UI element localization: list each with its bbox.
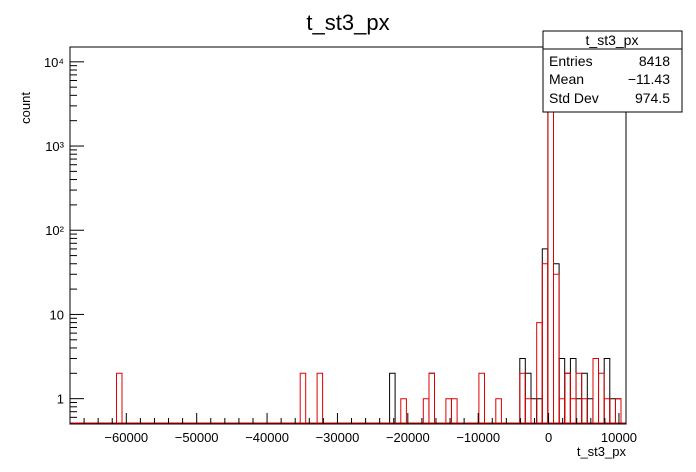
- stats-stddev-value: 974.5: [635, 90, 670, 106]
- histogram-bin: [519, 358, 526, 424]
- histogram-bin: [615, 398, 622, 424]
- histogram-bin: [428, 372, 435, 424]
- y-tick-label: 10²: [45, 223, 64, 238]
- x-tick-label: 10000: [601, 430, 637, 445]
- histogram-bin: [536, 398, 543, 424]
- stats-stddev-label: Std Dev: [549, 90, 599, 106]
- y-tick-label: 1: [57, 392, 64, 407]
- x-tick-label: 0: [545, 430, 552, 445]
- x-tick-label: −60000: [104, 430, 148, 445]
- histogram-bin: [564, 372, 571, 424]
- histogram-bin: [603, 398, 611, 424]
- histogram-bin: [541, 263, 549, 424]
- x-tick-label: −20000: [386, 430, 430, 445]
- histogram-bin: [586, 398, 594, 424]
- axes: −60000 −50000 −40000 −30000 −20000 −10000 0 100…: [44, 55, 637, 445]
- y-tick-label: 10⁴: [44, 55, 64, 70]
- histogram-bin: [541, 248, 549, 424]
- histogram-bin: [609, 398, 616, 424]
- stats-entries-label: Entries: [549, 53, 593, 69]
- histogram-bin: [553, 263, 560, 424]
- y-tick-label: 10: [50, 307, 64, 322]
- histogram-bin: [558, 358, 566, 424]
- histogram-bin: [519, 372, 526, 424]
- y-axis-label: count: [18, 92, 33, 124]
- histogram-bin: [530, 398, 538, 424]
- histogram-bin: [564, 372, 571, 424]
- stats-box: t_st3_px Entries 8418 Mean −11.43 Std De…: [542, 30, 683, 113]
- histogram-bin: [478, 372, 485, 424]
- histogram-bin: [547, 71, 554, 424]
- histogram-bin: [603, 358, 611, 424]
- histogram-bin: [598, 372, 605, 424]
- histogram-bin: [445, 398, 452, 424]
- histogram-bin: [536, 322, 543, 424]
- stats-mean-label: Mean: [549, 71, 584, 87]
- histogram-bin: [558, 398, 566, 424]
- x-tick-label: −30000: [316, 430, 360, 445]
- histogram-bin: [400, 398, 407, 424]
- series-group: [70, 69, 626, 424]
- histogram-bin: [316, 372, 324, 424]
- histogram-bin: [495, 398, 502, 424]
- x-tick-label: −50000: [175, 430, 219, 445]
- stats-box-frame: [542, 30, 683, 113]
- histogram-bin: [116, 372, 123, 424]
- x-tick-label: −40000: [245, 430, 289, 445]
- histogram-bin: [524, 398, 532, 424]
- chart-title: t_st3_px: [306, 10, 389, 35]
- histogram-bin: [299, 372, 307, 424]
- histogram-bin: [422, 398, 430, 424]
- histogram-bin: [581, 398, 588, 424]
- y-tick-label: 10³: [45, 139, 64, 154]
- histogram-bin: [592, 358, 599, 424]
- stats-entries-value: 8418: [639, 53, 670, 69]
- histogram-bin: [615, 398, 622, 424]
- x-axis-label: t_st3_px: [577, 444, 627, 459]
- stats-mean-value: −11.43: [628, 71, 670, 87]
- x-tick-label: −10000: [456, 430, 500, 445]
- histogram-bin: [389, 372, 396, 424]
- histogram-bin: [428, 372, 435, 424]
- histogram-bin: [451, 398, 458, 424]
- histogram-bin: [569, 358, 577, 424]
- stats-box-title: t_st3_px: [586, 32, 639, 48]
- histogram-bin: [553, 273, 560, 424]
- histogram-bin: [569, 398, 577, 424]
- plot-frame: [69, 46, 627, 425]
- histogram-bin: [547, 69, 554, 424]
